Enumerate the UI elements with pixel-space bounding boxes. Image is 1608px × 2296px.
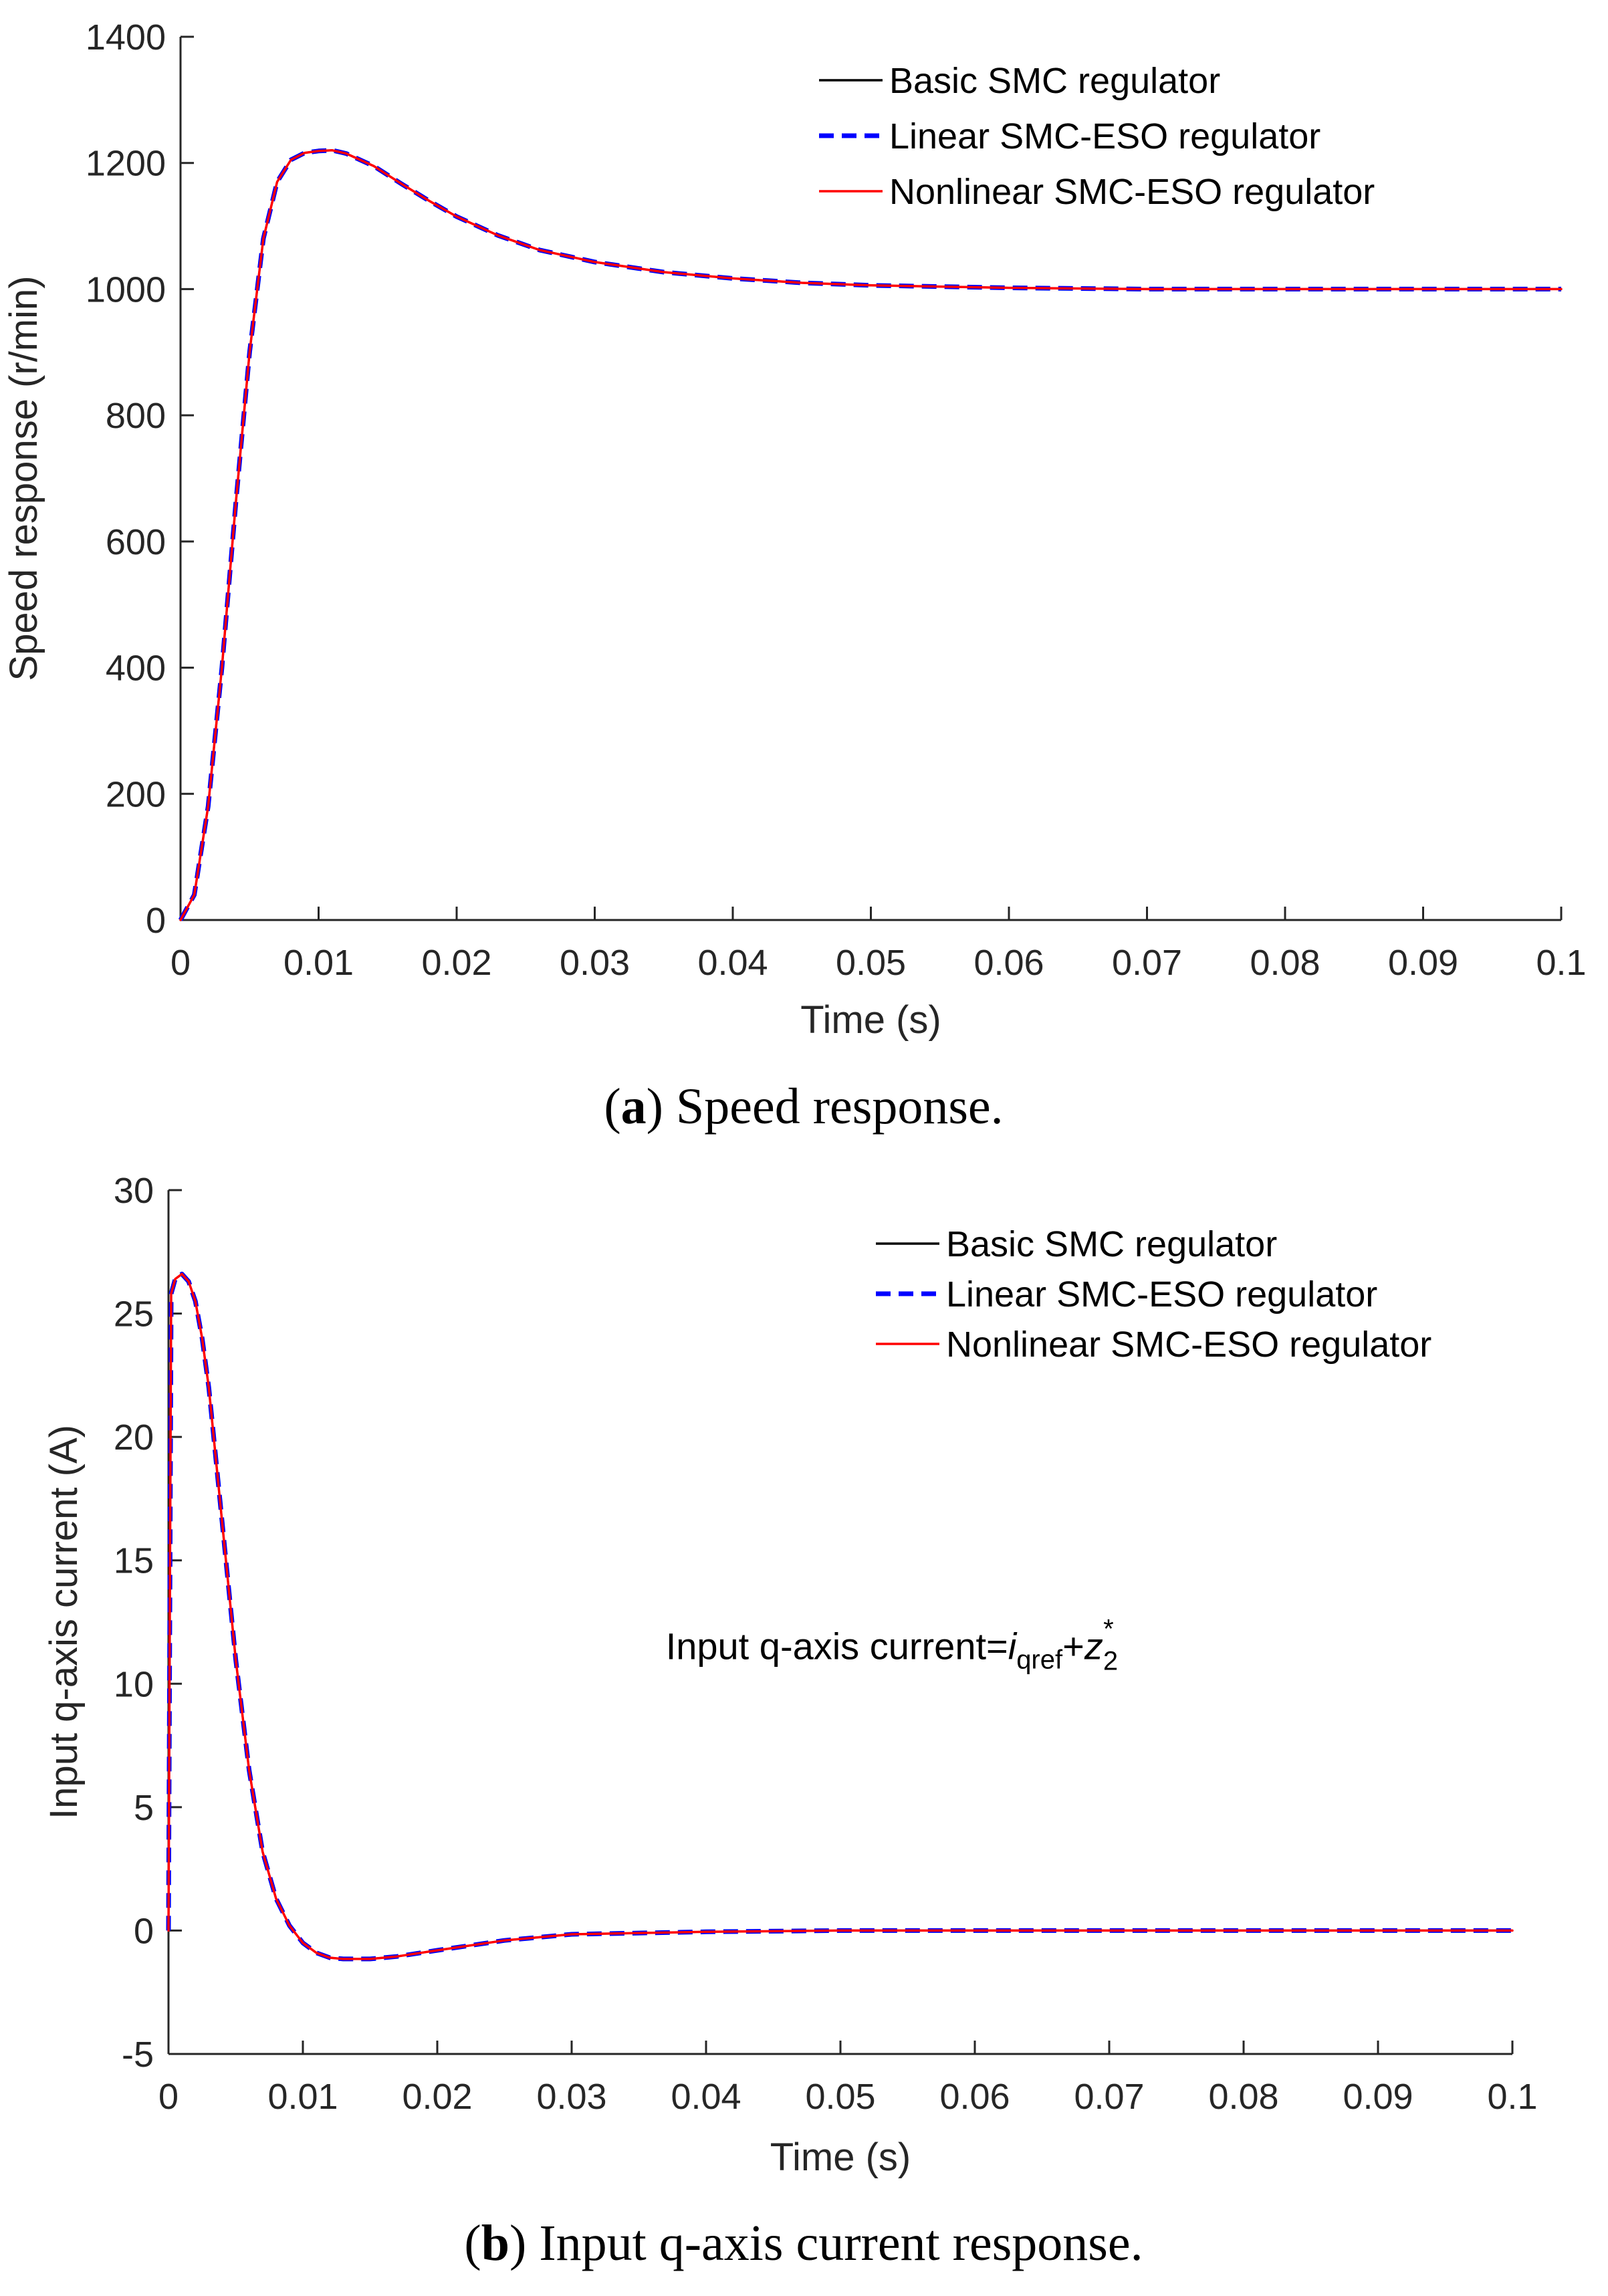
x-tick-label: 0.09 [1388, 943, 1458, 983]
caption-text-b: Input q-axis current response. [539, 2215, 1143, 2271]
y-tick-label: 200 [106, 774, 166, 814]
y-tick-label: -5 [122, 2035, 154, 2075]
x-tick-label: 0.01 [267, 2077, 338, 2117]
x-tick-label: 0.03 [536, 2077, 606, 2117]
caption-letter-b: b [481, 2215, 509, 2271]
x-tick-label: 0.1 [1536, 943, 1586, 983]
caption-letter-a: a [621, 1078, 647, 1135]
y-tick-label: 1000 [86, 269, 166, 310]
y-tick-label: 1400 [86, 17, 166, 58]
speed-response-chart: 0 0.01 0.02 0.03 0.04 0.05 0.06 0.07 0.08 0.09 0.1… [2, 17, 1587, 1135]
current-chart-caption: (b) Input q-axis current response. [464, 2215, 1143, 2271]
legend-label: Linear SMC-ESO regulator [889, 116, 1320, 156]
y-tick-label: 5 [134, 1788, 154, 1828]
speed-chart-ylabel: Speed response (r/min) [2, 275, 45, 681]
y-tick-label: 0 [134, 1911, 154, 1951]
x-tick-label: 0.05 [805, 2077, 875, 2117]
y-tick-label: 600 [106, 522, 166, 562]
y-tick-label: 800 [106, 396, 166, 436]
speed-chart-caption: (a) Speed response. [604, 1078, 1003, 1135]
y-tick-label: 10 [114, 1664, 154, 1704]
series-line-linear [178, 148, 1561, 921]
x-tick-label: 0.06 [939, 2077, 1010, 2117]
current-chart-xlabel: Time (s) [770, 2136, 911, 2179]
x-tick-label: 0.07 [1112, 943, 1182, 983]
x-tick-label: 0.05 [836, 943, 906, 983]
x-tick-label: 0.01 [283, 943, 354, 983]
annotation-prefix: Input q-axis current= [666, 1625, 1008, 1667]
y-tick-label: 15 [114, 1541, 154, 1581]
x-tick-label: 0 [170, 943, 191, 983]
x-tick-label: 0.07 [1074, 2077, 1144, 2117]
current-chart-legend: Basic SMC regulator Linear SMC-ESO regula… [876, 1224, 1431, 1365]
annotation-plus: + [1062, 1625, 1084, 1667]
series-line-nonlinear [167, 1272, 1514, 1960]
x-tick-label: 0 [158, 2077, 179, 2117]
speed-chart-legend: Basic SMC regulator Linear SMC-ESO regula… [819, 61, 1375, 212]
x-tick-label: 0.08 [1208, 2077, 1278, 2117]
y-tick-label: 0 [146, 901, 166, 941]
series-line-nonlinear [179, 149, 1563, 921]
y-tick-label: 25 [114, 1294, 154, 1335]
x-tick-label: 0.03 [560, 943, 630, 983]
y-tick-label: 30 [114, 1171, 154, 1211]
annotation-var-i: i [1008, 1625, 1018, 1667]
x-tick-label: 0.08 [1250, 943, 1320, 983]
annotation-sub-2: 2 [1103, 1646, 1118, 1676]
x-tick-label: 0.04 [671, 2077, 741, 2117]
current-formula-annotation: Input q-axis current=iqref+z2 * [666, 1614, 1118, 1676]
legend-label: Nonlinear SMC-ESO regulator [889, 172, 1375, 212]
annotation-var-z: z [1084, 1625, 1103, 1667]
x-tick-label: 0.09 [1343, 2077, 1413, 2117]
x-tick-label: 0.06 [973, 943, 1044, 983]
annotation-sub-qref: qref [1016, 1645, 1063, 1674]
current-chart-ylabel: Input q-axis current (A) [42, 1425, 86, 1819]
series-line-basic [179, 149, 1563, 921]
y-tick-label: 20 [114, 1417, 154, 1458]
caption-text-a: Speed response. [676, 1078, 1004, 1135]
current-response-chart: 0 0.01 0.02 0.03 0.04 0.05 0.06 0.07 0.08 0.09 0.1… [42, 1171, 1538, 2271]
legend-label: Basic SMC regulator [946, 1224, 1277, 1264]
legend-label: Linear SMC-ESO regulator [946, 1274, 1377, 1314]
speed-chart-xlabel: Time (s) [800, 998, 941, 1042]
annotation-sup-star: * [1103, 1614, 1114, 1643]
x-tick-label: 0.02 [402, 2077, 472, 2117]
x-tick-label: 0.02 [421, 943, 491, 983]
x-tick-label: 0.04 [697, 943, 768, 983]
legend-label: Basic SMC regulator [889, 61, 1220, 101]
series-line-basic [167, 1273, 1514, 1960]
y-tick-label: 1200 [86, 144, 166, 184]
y-tick-label: 400 [106, 649, 166, 689]
legend-label: Nonlinear SMC-ESO regulator [946, 1325, 1431, 1365]
series-line-linear [166, 1272, 1512, 1962]
x-tick-label: 0.1 [1487, 2077, 1537, 2117]
